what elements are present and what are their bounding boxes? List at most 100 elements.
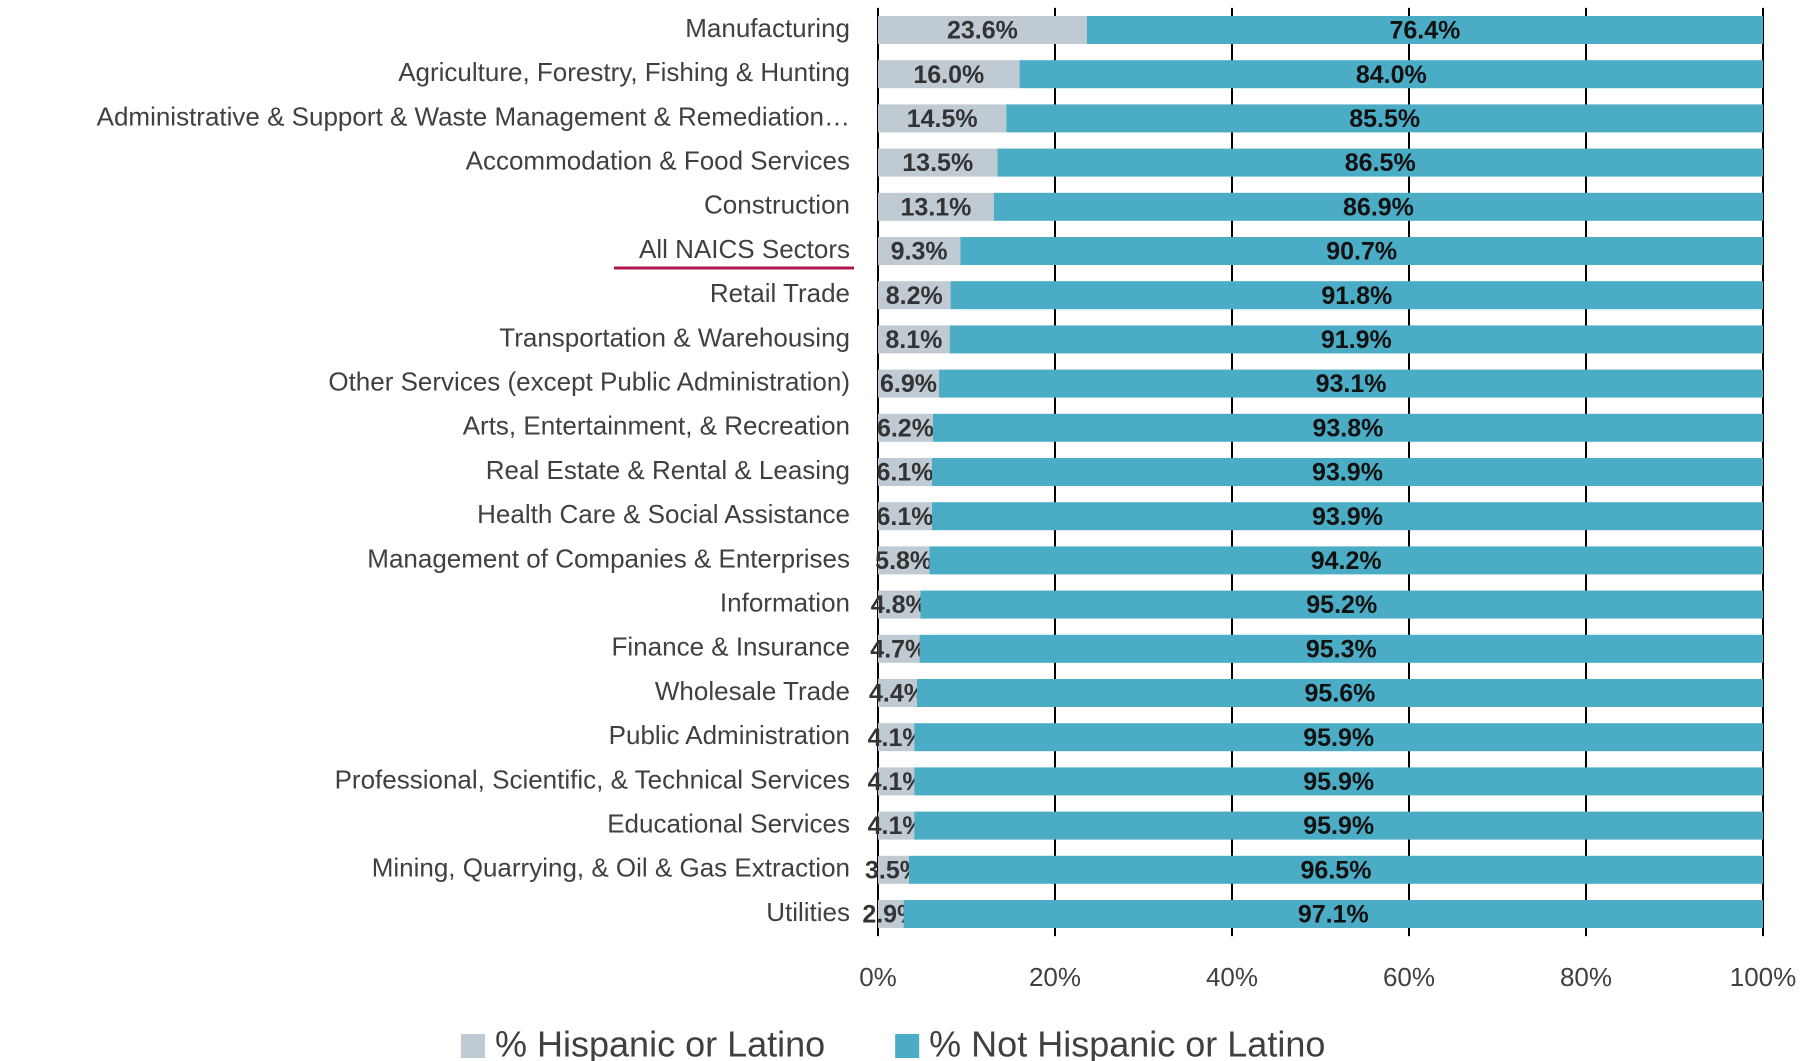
value-label: 85.5% [1349,105,1420,133]
bar-segment [914,723,1763,752]
bar-segment [914,811,1763,840]
value-label: 6.1% [877,459,934,487]
value-label: 13.5% [902,149,973,177]
category-label: Professional, Scientific, & Technical Se… [335,764,850,794]
category-label: Construction [704,190,850,220]
bar-segment [878,148,998,177]
bar-segment [878,281,951,310]
bar-segment [931,458,1763,486]
category-label: Information [720,587,850,617]
category-label: Wholesale Trade [655,676,850,706]
value-label: 84.0% [1356,61,1427,89]
bar-segment [878,590,921,619]
bar-segment [939,369,1763,398]
value-label: 14.5% [907,105,978,133]
bar-segment [960,237,1763,265]
category-label: Retail Trade [710,278,850,308]
bar-segment [997,148,1763,177]
bar-segment [950,281,1763,310]
value-label: 97.1% [1298,901,1369,929]
bar-segment [878,237,961,265]
category-label: Management of Companies & Enterprises [367,543,850,573]
x-tick-label: 100% [1730,962,1797,992]
bar-segment [878,104,1007,133]
value-label: 13.1% [901,193,972,221]
value-label: 9.3% [891,238,948,266]
value-label: 16.0% [913,61,984,89]
legend-label: % Hispanic or Latino [495,1024,825,1061]
value-label: 4.7% [870,635,927,663]
bar-segment [878,900,904,928]
category-label: Educational Services [607,808,850,838]
category-label: Other Services (except Public Administra… [328,366,850,396]
category-label: Health Care & Social Assistance [477,499,850,529]
value-label: 6.1% [877,503,934,531]
value-label: 91.9% [1321,326,1392,354]
bar-segment [878,811,915,840]
bar-segment [878,767,915,796]
value-label: 95.2% [1306,591,1377,619]
value-label: 94.2% [1311,547,1382,575]
value-label: 6.9% [880,370,937,398]
bar-segment [878,458,932,486]
value-label: 4.4% [869,680,926,708]
bar-segment [932,413,1763,442]
category-label: Arts, Entertainment, & Recreation [463,411,850,441]
bar-segment [878,634,920,663]
bar-segment [878,192,994,221]
x-tick-label: 20% [1029,962,1081,992]
legend-swatch [895,1034,920,1058]
bar-segment [878,16,1087,44]
value-label: 95.9% [1303,768,1374,796]
category-label: Mining, Quarrying, & Oil & Gas Extractio… [372,853,850,883]
bar-segment [878,855,909,884]
value-label: 93.1% [1316,370,1387,398]
category-label: Agriculture, Forestry, Fishing & Hunting [398,57,850,87]
bar-segment [878,502,932,531]
value-label: 86.5% [1345,149,1416,177]
bar-segment [878,413,933,442]
bar-segment [908,855,1763,884]
category-label: Administrative & Support & Waste Managem… [97,101,850,131]
bar-segment [878,60,1020,89]
category-label: Transportation & Warehousing [499,322,850,352]
value-label: 6.2% [877,414,934,442]
legend-label: % Not Hispanic or Latino [929,1024,1325,1061]
value-label: 95.3% [1306,635,1377,663]
bar-segment [920,590,1763,619]
value-label: 93.9% [1312,503,1383,531]
bar-segment [993,192,1763,221]
legend-swatch [461,1034,485,1058]
bar-segment [931,502,1763,531]
value-label: 95.9% [1303,724,1374,752]
value-label: 4.8% [871,591,928,619]
bar-segment [878,679,917,707]
category-label: Finance & Insurance [612,632,850,662]
category-label: Accommodation & Food Services [466,145,850,175]
value-label: 95.9% [1303,812,1374,840]
bar-segment [878,325,950,354]
value-label: 5.8% [875,547,932,575]
bar-segment [914,767,1763,796]
bar-segment [878,723,915,752]
value-label: 91.8% [1321,282,1392,310]
bar-segment [919,634,1763,663]
value-label: 23.6% [947,17,1018,45]
x-tick-label: 0% [859,962,897,992]
value-label: 93.8% [1312,414,1383,442]
bar-segment [1019,60,1763,89]
x-tick-label: 80% [1560,962,1612,992]
value-label: 8.2% [886,282,943,310]
bar-segment [949,325,1763,354]
category-label: Utilities [766,897,850,927]
value-label: 86.9% [1343,193,1414,221]
category-label: Manufacturing [685,13,850,43]
bar-segment [878,546,930,575]
bar-segment [878,369,940,398]
bar-segment [903,900,1763,928]
value-label: 96.5% [1301,856,1372,884]
category-label: Real Estate & Rental & Leasing [486,455,850,485]
bar-segment [916,679,1763,707]
value-label: 76.4% [1389,17,1460,45]
